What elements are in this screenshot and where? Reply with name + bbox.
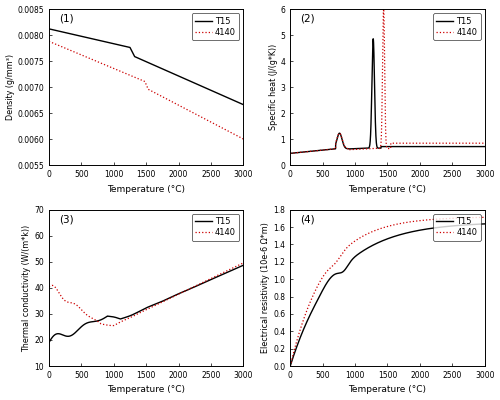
Y-axis label: Specific heat (J/(g*K)): Specific heat (J/(g*K)) bbox=[268, 44, 278, 130]
T15 bbox=[310, 149, 316, 154]
Line: T15: T15 bbox=[49, 29, 244, 105]
4140 bbox=[362, 233, 368, 238]
Line: 4140: 4140 bbox=[290, 5, 484, 153]
T15 bbox=[240, 102, 246, 107]
T15 bbox=[129, 312, 135, 317]
Y-axis label: Thermal conductivity (W/(m*k)): Thermal conductivity (W/(m*k)) bbox=[22, 224, 32, 352]
T15 bbox=[216, 91, 222, 96]
T15 bbox=[370, 36, 376, 41]
4140 bbox=[362, 146, 368, 151]
4140 bbox=[457, 216, 463, 220]
T15 bbox=[457, 223, 463, 228]
T15 bbox=[457, 144, 463, 149]
4140 bbox=[216, 272, 222, 277]
4140 bbox=[120, 318, 126, 323]
X-axis label: Temperature (°C): Temperature (°C) bbox=[348, 185, 426, 194]
T15 bbox=[216, 274, 222, 278]
Line: 4140: 4140 bbox=[49, 263, 244, 326]
4140 bbox=[120, 70, 126, 75]
Line: 4140: 4140 bbox=[49, 41, 244, 139]
4140 bbox=[80, 53, 86, 58]
X-axis label: Temperature (°C): Temperature (°C) bbox=[107, 185, 185, 194]
X-axis label: Temperature (°C): Temperature (°C) bbox=[348, 386, 426, 394]
Text: (4): (4) bbox=[300, 214, 314, 224]
T15 bbox=[120, 44, 126, 48]
T15 bbox=[236, 100, 242, 105]
4140 bbox=[46, 39, 52, 44]
4140 bbox=[310, 149, 316, 154]
4140 bbox=[370, 229, 376, 234]
T15 bbox=[478, 144, 484, 149]
T15 bbox=[321, 286, 327, 290]
T15 bbox=[310, 308, 316, 312]
T15 bbox=[482, 222, 488, 226]
T15 bbox=[129, 49, 135, 54]
4140 bbox=[240, 260, 246, 265]
Text: (3): (3) bbox=[58, 214, 74, 224]
4140 bbox=[236, 135, 242, 140]
4140 bbox=[240, 137, 246, 142]
X-axis label: Temperature (°C): Temperature (°C) bbox=[107, 386, 185, 394]
T15 bbox=[80, 34, 86, 39]
T15 bbox=[478, 222, 484, 226]
4140 bbox=[482, 141, 488, 146]
Text: (2): (2) bbox=[300, 14, 314, 24]
Line: T15: T15 bbox=[49, 265, 244, 342]
4140 bbox=[287, 364, 293, 368]
4140 bbox=[478, 141, 484, 146]
T15 bbox=[370, 37, 376, 42]
4140 bbox=[380, 3, 386, 8]
Line: 4140: 4140 bbox=[290, 217, 484, 366]
4140 bbox=[68, 48, 74, 53]
4140 bbox=[321, 273, 327, 278]
4140 bbox=[482, 215, 488, 220]
T15 bbox=[80, 323, 86, 328]
T15 bbox=[46, 26, 52, 31]
T15 bbox=[321, 148, 327, 152]
Line: T15: T15 bbox=[290, 224, 484, 366]
T15 bbox=[362, 247, 368, 252]
T15 bbox=[68, 333, 74, 338]
4140 bbox=[80, 309, 86, 314]
4140 bbox=[68, 300, 74, 305]
T15 bbox=[287, 364, 293, 368]
4140 bbox=[129, 314, 135, 319]
T15 bbox=[46, 340, 52, 345]
4140 bbox=[46, 284, 52, 289]
4140 bbox=[370, 146, 376, 151]
Line: T15: T15 bbox=[290, 39, 484, 153]
4140 bbox=[287, 151, 293, 156]
T15 bbox=[240, 263, 246, 268]
4140 bbox=[216, 124, 222, 128]
4140 bbox=[478, 215, 484, 220]
T15 bbox=[236, 264, 242, 269]
4140 bbox=[129, 74, 135, 78]
T15 bbox=[362, 146, 368, 151]
Text: (1): (1) bbox=[58, 14, 74, 24]
T15 bbox=[68, 32, 74, 36]
Y-axis label: Electrical resistivity (10e-6 Ω*m): Electrical resistivity (10e-6 Ω*m) bbox=[262, 222, 270, 353]
Legend: T15, 4140: T15, 4140 bbox=[433, 214, 480, 241]
T15 bbox=[370, 243, 376, 248]
T15 bbox=[120, 316, 126, 320]
Legend: T15, 4140: T15, 4140 bbox=[192, 214, 239, 241]
T15 bbox=[482, 144, 488, 149]
Y-axis label: Density (g/mm³): Density (g/mm³) bbox=[6, 54, 15, 120]
4140 bbox=[321, 148, 327, 152]
4140 bbox=[457, 141, 463, 146]
T15 bbox=[287, 151, 293, 156]
4140 bbox=[110, 323, 116, 328]
4140 bbox=[310, 294, 316, 299]
Legend: T15, 4140: T15, 4140 bbox=[433, 13, 480, 40]
Legend: T15, 4140: T15, 4140 bbox=[192, 13, 239, 40]
4140 bbox=[236, 262, 242, 267]
